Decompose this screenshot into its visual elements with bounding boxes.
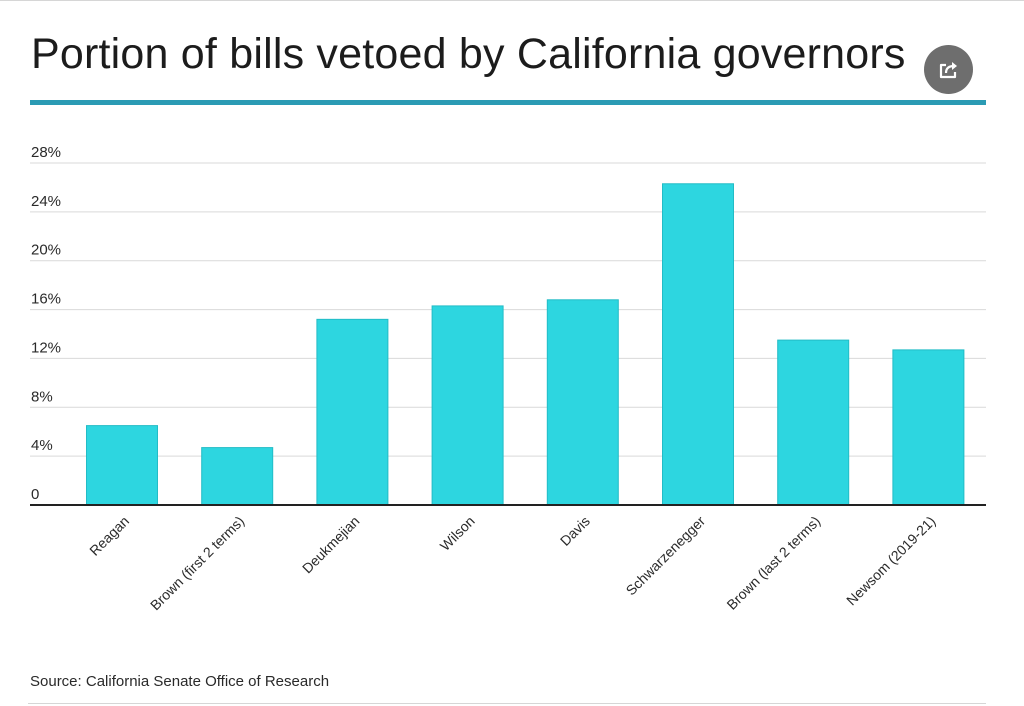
bar: [86, 425, 158, 506]
y-tick-label: 28%: [31, 144, 61, 161]
bottom-divider: [28, 703, 986, 704]
bar: [201, 447, 274, 506]
bar: [546, 299, 619, 506]
x-tick-label: Wilson: [437, 513, 478, 554]
x-tick-label: Schwarzenegger: [623, 513, 709, 599]
share-button[interactable]: [924, 45, 973, 94]
chart-title: Portion of bills vetoed by California go…: [31, 30, 906, 78]
title-accent-bar: [30, 100, 986, 105]
y-tick-label: 0: [31, 486, 39, 503]
source-note: Source: California Senate Office of Rese…: [30, 673, 330, 690]
x-tick-label: Reagan: [86, 513, 132, 559]
x-tick-label: Brown (last 2 terms): [723, 513, 823, 613]
bar-chart: 0 4% 8% 12% 16% 20% 24% 28% Reagan Brown (first 2…: [30, 144, 986, 613]
y-tick-label: 8%: [31, 388, 53, 405]
bar: [777, 339, 850, 506]
y-tick-label: 24%: [31, 193, 61, 210]
x-tick-label: Brown (first 2 terms): [147, 513, 247, 613]
y-tick-label: 12%: [31, 339, 61, 356]
bar: [431, 305, 504, 506]
y-tick-label: 20%: [31, 242, 61, 259]
bar: [892, 349, 965, 506]
bar: [662, 183, 734, 506]
y-tick-label: 16%: [31, 291, 61, 308]
top-divider: [0, 0, 1024, 1]
x-tick-label: Davis: [557, 513, 593, 549]
y-tick-label: 4%: [31, 437, 53, 454]
x-tick-label: Newsom (2019-21): [843, 513, 939, 609]
share-icon: [939, 61, 957, 78]
bar: [316, 318, 389, 506]
x-tick-label: Deukmejian: [299, 513, 363, 577]
